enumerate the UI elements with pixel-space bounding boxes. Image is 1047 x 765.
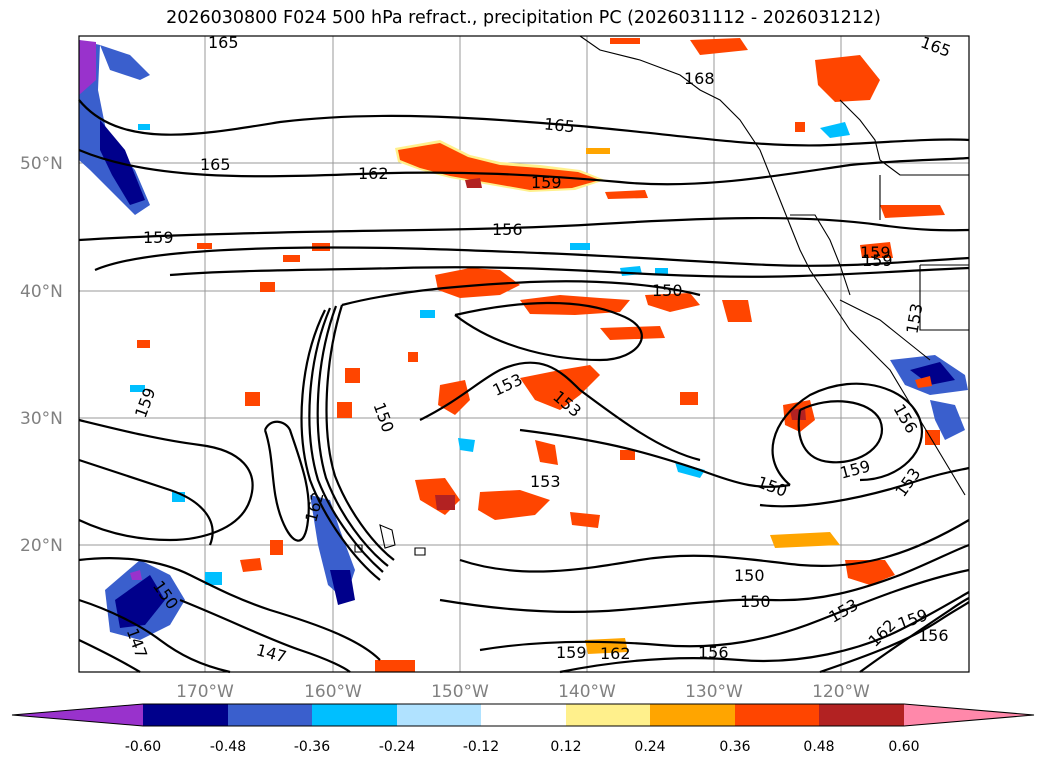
colorbar-tick-label: 0.36 xyxy=(719,739,750,755)
contour-label: 159 xyxy=(556,643,587,662)
colorbar-segment xyxy=(143,704,228,726)
lon-tick-label: 140°W xyxy=(558,682,616,702)
lat-tick-label: 30°N xyxy=(20,409,63,429)
colorbar-segment xyxy=(566,704,650,726)
contour-label: 150 xyxy=(740,592,771,611)
colorbar-segment xyxy=(312,704,397,726)
lon-tick-label: 160°W xyxy=(304,682,362,702)
contour-label: 156 xyxy=(492,220,523,239)
colorbar-segment xyxy=(819,704,904,726)
colorbar-extend-low xyxy=(12,704,143,726)
contour-label: 159 xyxy=(531,173,562,192)
colorbar-tick-label: 0.48 xyxy=(803,739,834,755)
lat-tick-label: 40°N xyxy=(20,282,63,302)
lon-tick-label: 120°W xyxy=(812,682,870,702)
colorbar-tick-label: -0.48 xyxy=(210,739,246,755)
colorbar-segment xyxy=(735,704,819,726)
lat-tick-label: 50°N xyxy=(20,154,63,174)
contour-label: 153 xyxy=(530,472,561,491)
colorbar-segment xyxy=(481,704,566,726)
contour-label: 165 xyxy=(543,114,575,136)
colorbar-tick-label: -0.24 xyxy=(379,739,415,755)
contour-label: 165 xyxy=(208,33,239,52)
colorbar-tick-label: -0.36 xyxy=(294,739,330,755)
negative-precip-patches xyxy=(79,40,968,640)
contour-label: 159 xyxy=(143,228,174,247)
colorbar-tick-label: 0.60 xyxy=(888,739,919,755)
colorbar-tick-label: -0.12 xyxy=(463,739,499,755)
colorbar-extend-high xyxy=(904,704,1034,726)
contour-label: 159 xyxy=(862,251,893,270)
colorbar-tick-label: 0.12 xyxy=(550,739,581,755)
axis-labels: 50°N 40°N 30°N 20°N 170°W 160°W 150°W 14… xyxy=(20,154,870,702)
lon-tick-label: 130°W xyxy=(685,682,743,702)
colorbar-tick-label: -0.60 xyxy=(125,739,161,755)
refractivity-contours xyxy=(78,99,970,674)
lon-tick-label: 150°W xyxy=(431,682,489,702)
positive-precip-patches xyxy=(137,38,945,672)
contour-label: 165 xyxy=(200,155,231,174)
contour-label: 159 xyxy=(860,243,891,262)
contour-label: 150 xyxy=(652,281,683,300)
colorbar-segment xyxy=(397,704,481,726)
contour-label: 162 xyxy=(358,164,389,183)
contour-label: 150 xyxy=(734,566,765,585)
colorbar-segment xyxy=(650,704,735,726)
map-title: 2026030800 F024 500 hPa refract., precip… xyxy=(166,8,881,28)
contour-label: 168 xyxy=(684,69,715,88)
map-panel: 165 165 168 165 165 162 159 159 156 159 … xyxy=(78,33,970,674)
colorbar: -0.60 -0.48 -0.36 -0.24 -0.12 0.12 0.24 … xyxy=(11,703,1035,755)
contour-label: 156 xyxy=(918,626,949,645)
contour-label: 156 xyxy=(698,643,729,662)
colorbar-segment xyxy=(228,704,312,726)
lat-tick-label: 20°N xyxy=(20,536,63,556)
contour-label: 162 xyxy=(600,644,631,663)
lon-tick-label: 170°W xyxy=(176,682,234,702)
colorbar-tick-label: 0.24 xyxy=(634,739,665,755)
